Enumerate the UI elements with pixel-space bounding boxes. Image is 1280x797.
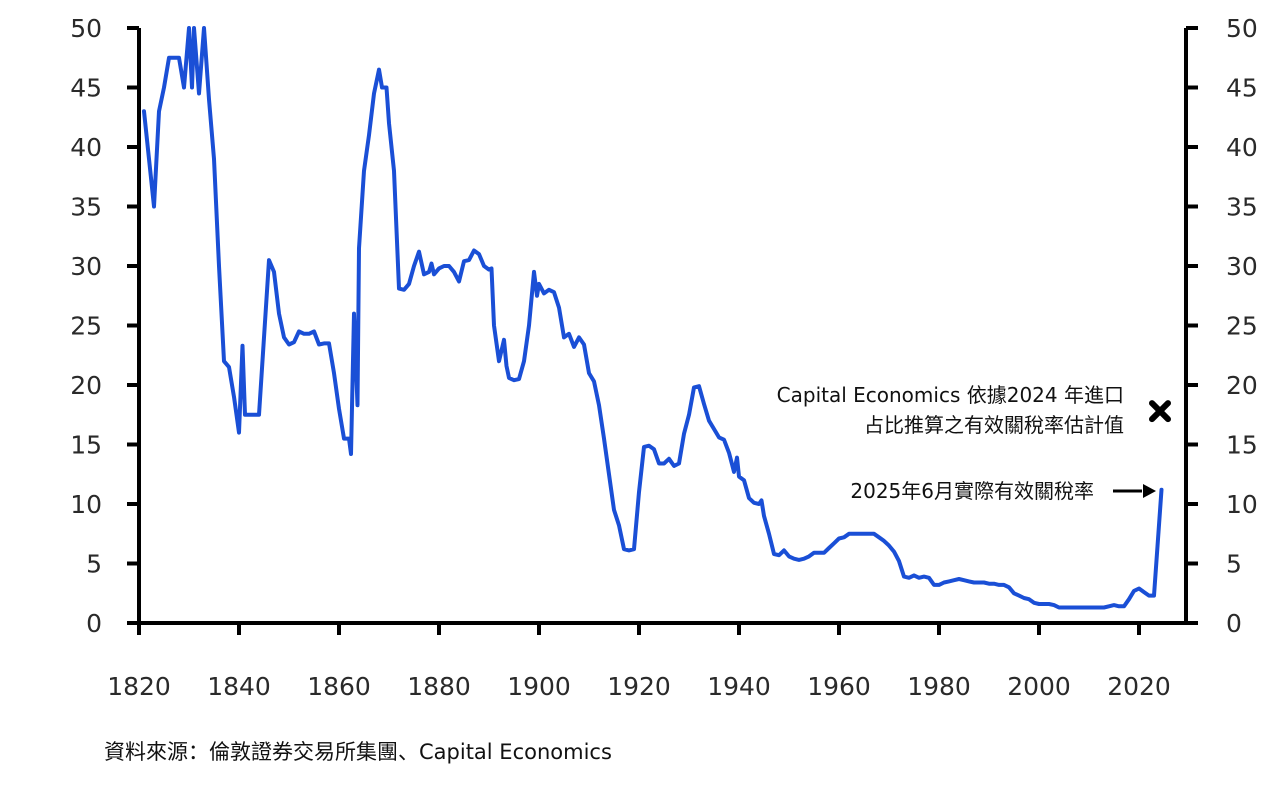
y-right-tick-label: 35	[1226, 193, 1258, 222]
tariff-rate-line	[142, 26, 1164, 610]
y-right-tick-label: 50	[1226, 14, 1258, 43]
y-left-tick-label: 10	[70, 490, 102, 519]
y-right-tick-label: 30	[1226, 252, 1258, 281]
y-right-tick-label: 45	[1226, 74, 1258, 103]
source-note: 資料來源：倫敦證券交易所集團、Capital Economics	[104, 740, 612, 764]
y-left-tick-label: 0	[86, 609, 102, 638]
y-left-tick-label: 40	[70, 133, 102, 162]
x-tick-label: 2020	[1107, 672, 1171, 701]
x-tick-label: 1920	[607, 672, 671, 701]
y-right-tick-label: 0	[1226, 609, 1242, 638]
y-right-tick-label: 15	[1226, 431, 1258, 460]
x-tick-label: 1860	[307, 672, 371, 701]
y-axis-right: 0 5 10 15 20 25 30 35 40 45 50	[1184, 14, 1258, 638]
x-tick-label: 1880	[407, 672, 471, 701]
actual-rate-annotation: 2025年6月實際有效關稅率	[850, 479, 1094, 503]
x-tick-label: 1840	[207, 672, 271, 701]
y-left-tick-label: 25	[70, 312, 102, 341]
y-left-tick-label: 15	[70, 431, 102, 460]
y-right-tick-label: 10	[1226, 490, 1258, 519]
y-right-tick-label: 20	[1226, 371, 1258, 400]
arrow-icon	[1113, 484, 1156, 498]
x-tick-label: 1820	[107, 672, 171, 701]
y-axis-left: 0 5 10 15 20 25 30 35 40 45 50	[70, 14, 141, 638]
y-left-tick-label: 45	[70, 74, 102, 103]
x-tick-label: 1940	[707, 672, 771, 701]
y-right-tick-label: 25	[1226, 312, 1258, 341]
y-left-tick-label: 5	[86, 550, 102, 579]
estimate-annotation-line1: Capital Economics 依據2024 年進口	[777, 383, 1124, 407]
x-axis: 1820 1840 1860 1880 1900 1920 1940 1960 1980 2000…	[107, 621, 1198, 701]
x-tick-label: 1960	[807, 672, 871, 701]
y-right-tick-label: 40	[1226, 133, 1258, 162]
x-tick-label: 1980	[907, 672, 971, 701]
y-left-tick-label: 35	[70, 193, 102, 222]
y-left-tick-label: 20	[70, 371, 102, 400]
estimate-marker	[1149, 400, 1171, 423]
y-left-tick-label: 30	[70, 252, 102, 281]
estimate-annotation-line2: 占比推算之有效關稅率估計值	[864, 413, 1124, 437]
x-tick-label: 1900	[507, 672, 571, 701]
x-tick-label: 2000	[1007, 672, 1071, 701]
y-right-tick-label: 5	[1226, 550, 1242, 579]
y-left-tick-label: 50	[70, 14, 102, 43]
